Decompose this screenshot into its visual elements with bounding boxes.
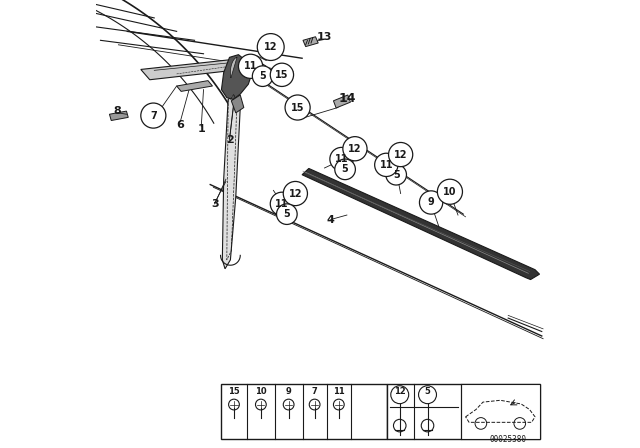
- Polygon shape: [303, 37, 318, 47]
- Text: 12: 12: [348, 144, 362, 154]
- Circle shape: [141, 103, 166, 128]
- Text: 5: 5: [284, 209, 290, 219]
- Text: 10: 10: [255, 387, 267, 396]
- Circle shape: [386, 164, 406, 185]
- Text: 10: 10: [443, 187, 457, 197]
- Bar: [387, 384, 540, 439]
- Text: 00025380: 00025380: [490, 435, 527, 444]
- Text: 9: 9: [428, 198, 435, 207]
- Polygon shape: [302, 168, 540, 280]
- Text: 6: 6: [176, 120, 184, 129]
- Text: 8: 8: [114, 106, 122, 116]
- Circle shape: [419, 191, 443, 214]
- Text: 11: 11: [275, 199, 289, 209]
- Polygon shape: [221, 55, 252, 99]
- Text: 12: 12: [289, 189, 302, 198]
- Circle shape: [276, 204, 297, 224]
- Polygon shape: [231, 95, 244, 113]
- Text: 9: 9: [286, 387, 291, 396]
- Text: 15: 15: [275, 70, 289, 80]
- Text: 2: 2: [226, 135, 234, 145]
- Text: 7: 7: [312, 387, 317, 396]
- Circle shape: [252, 66, 273, 86]
- Circle shape: [270, 192, 294, 215]
- Circle shape: [374, 153, 398, 177]
- Polygon shape: [109, 111, 128, 121]
- Text: 5: 5: [424, 387, 431, 396]
- Text: 5: 5: [342, 164, 348, 174]
- Text: 7: 7: [150, 111, 157, 121]
- Circle shape: [239, 54, 262, 78]
- Circle shape: [284, 181, 307, 206]
- Text: 5: 5: [259, 71, 266, 81]
- Circle shape: [388, 142, 413, 167]
- Text: 15: 15: [228, 387, 240, 396]
- Polygon shape: [333, 95, 351, 108]
- Circle shape: [335, 159, 355, 180]
- Text: 11: 11: [380, 160, 393, 170]
- Circle shape: [285, 95, 310, 120]
- Text: 13: 13: [317, 32, 332, 42]
- Text: 11: 11: [333, 387, 345, 396]
- Bar: [461, 384, 540, 439]
- Text: 5: 5: [393, 170, 399, 180]
- Text: 3: 3: [211, 199, 218, 209]
- Bar: [221, 384, 387, 439]
- Text: 15: 15: [291, 103, 305, 112]
- Text: 11: 11: [244, 61, 257, 71]
- Polygon shape: [141, 58, 257, 80]
- Circle shape: [330, 147, 353, 171]
- Polygon shape: [230, 57, 237, 78]
- Circle shape: [270, 63, 294, 86]
- Circle shape: [257, 34, 284, 60]
- Text: 11: 11: [335, 154, 348, 164]
- Polygon shape: [177, 81, 212, 91]
- Polygon shape: [239, 60, 266, 71]
- Text: 12: 12: [264, 42, 278, 52]
- Circle shape: [437, 179, 463, 204]
- Text: 14: 14: [338, 92, 356, 105]
- Text: 1: 1: [197, 124, 205, 134]
- Text: 12: 12: [394, 150, 408, 159]
- Text: 4: 4: [327, 215, 335, 225]
- Polygon shape: [222, 90, 240, 269]
- Text: 12: 12: [394, 387, 406, 396]
- Circle shape: [343, 137, 367, 161]
